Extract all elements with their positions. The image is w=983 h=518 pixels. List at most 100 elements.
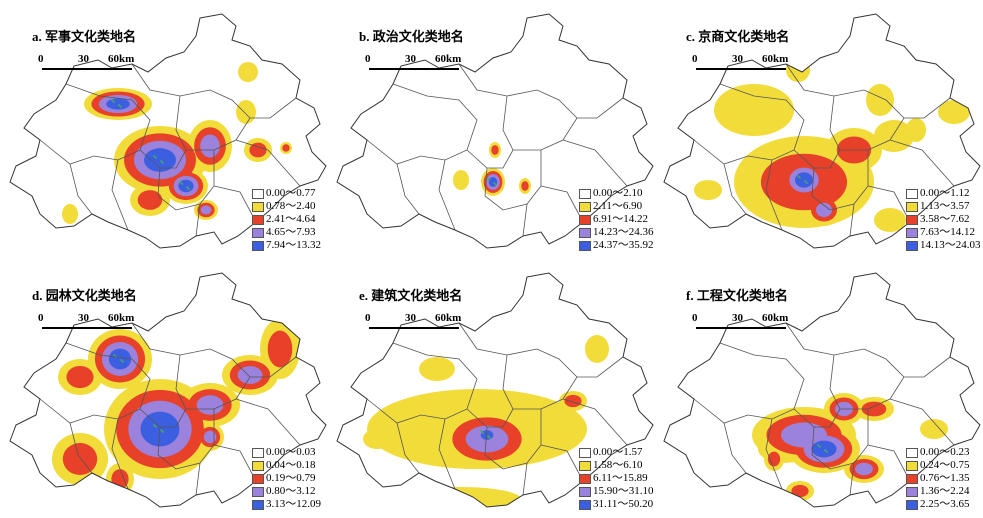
district-boundary (458, 63, 624, 119)
legend-item: 0.00～0.23 (906, 446, 981, 459)
district-boundary (396, 422, 420, 474)
density-layer (664, 273, 980, 507)
legend-item: 6.11～15.89 (579, 472, 654, 485)
density-zone (363, 429, 391, 449)
scale-line (42, 68, 132, 70)
district-boundary (438, 418, 456, 490)
district-boundary (562, 139, 628, 187)
scale-mid: 30 (405, 312, 416, 324)
density-zone (108, 348, 132, 370)
district-boundary (765, 159, 783, 231)
density-zone (874, 208, 906, 232)
density-zone (238, 62, 258, 82)
legend-item: 2.25～3.65 (906, 498, 981, 511)
district-boundary (889, 139, 955, 187)
legend-swatch (906, 215, 918, 225)
legend-label: 1.58～6.10 (593, 459, 643, 471)
density-zone (203, 430, 217, 444)
legend-swatch (252, 228, 264, 238)
legend-item: 7.94～13.32 (252, 239, 327, 252)
district-boundary (867, 444, 911, 482)
legend-swatch (579, 202, 591, 212)
district-boundary (458, 322, 624, 378)
district-boundary (793, 408, 841, 428)
district-boundary (111, 418, 129, 490)
scale-bar: 0 30 60km (365, 312, 515, 336)
legend-swatch (906, 228, 918, 238)
scale-mid: 30 (732, 312, 743, 324)
legend-swatch (579, 500, 591, 510)
scale-bar: 0 30 60km (38, 53, 188, 77)
legend-item: 4.65～7.93 (252, 226, 327, 239)
density-zone (585, 335, 609, 363)
scale-line (696, 327, 786, 329)
legend-swatch (252, 189, 264, 199)
density-zone (767, 451, 781, 467)
legend-item: 6.91～14.22 (579, 213, 654, 226)
legend-item: 0.00～1.57 (579, 446, 654, 459)
district-boundary (829, 95, 905, 151)
region-fill (664, 273, 980, 507)
district-boundary (131, 63, 297, 119)
density-zone (811, 440, 837, 458)
legend-item: 0.04～0.18 (252, 459, 327, 472)
legend-label: 1.36～2.24 (920, 485, 970, 497)
legend-item: 0.24～0.75 (906, 459, 981, 472)
legend: 0.00～1.57 1.58～6.10 6.11～15.89 15.90～31.… (579, 446, 654, 511)
district-boundary (69, 163, 93, 215)
legend-item: 0.19～0.79 (252, 472, 327, 485)
legend-label: 0.00～0.23 (920, 446, 970, 458)
density-zone (62, 443, 98, 475)
district-boundary (765, 418, 783, 490)
point-speck (162, 162, 164, 164)
scale-zero: 0 (692, 312, 698, 324)
district-boundary (849, 462, 855, 496)
district-boundary (175, 95, 251, 151)
district-boundary (69, 422, 93, 474)
scale-bar: 0 30 60km (365, 53, 515, 77)
scale-mid: 30 (732, 53, 743, 65)
scale-line (369, 327, 459, 329)
district-boundary (484, 409, 542, 470)
density-zone (906, 118, 926, 142)
district-boundary (723, 422, 747, 474)
legend-label: 24.37～35.92 (593, 239, 654, 251)
district-boundary (793, 149, 841, 169)
point-speck (489, 437, 491, 439)
district-boundary (195, 203, 201, 237)
legend: 0.00～0.03 0.04～0.18 0.19～0.79 0.80～3.12 … (252, 446, 327, 511)
scale-max: 60km (762, 53, 789, 65)
district-boundary (157, 409, 215, 470)
legend-swatch (579, 461, 591, 471)
legend-swatch (579, 189, 591, 199)
region-fill (337, 14, 653, 248)
legend-label: 0.00～1.57 (593, 446, 643, 458)
legend-item: 14.13～24.03 (906, 239, 981, 252)
district-boundary (396, 163, 420, 215)
district-boundary (540, 185, 584, 223)
legend-item: 0.00～1.12 (906, 187, 981, 200)
legend-label: 0.80～3.12 (266, 485, 316, 497)
legend-item: 0.00～2.10 (579, 187, 654, 200)
legend-swatch (579, 241, 591, 251)
legend-label: 0.00～1.12 (920, 187, 970, 199)
kernel-density-map (336, 13, 654, 249)
scale-max: 60km (108, 312, 135, 324)
legend-item: 3.58～7.62 (906, 213, 981, 226)
scale-bar: 0 30 60km (692, 312, 842, 336)
density-layer (10, 14, 326, 248)
density-zone (491, 145, 499, 155)
density-zone (694, 180, 722, 200)
legend-swatch (579, 448, 591, 458)
legend-label: 0.00～0.03 (266, 446, 316, 458)
district-boundary (175, 354, 251, 410)
legend-label: 0.24～0.75 (920, 459, 970, 471)
legend-label: 0.00～2.10 (593, 187, 643, 199)
legend-swatch (906, 189, 918, 199)
map-panel-f: f. 工程文化类地名 0 30 60km 0.00～0.23 0.24～0.75… (654, 259, 981, 518)
district-boundary (522, 462, 528, 496)
scale-line (42, 327, 132, 329)
legend-swatch (252, 461, 264, 471)
scale-line (369, 68, 459, 70)
legend-swatch (906, 202, 918, 212)
